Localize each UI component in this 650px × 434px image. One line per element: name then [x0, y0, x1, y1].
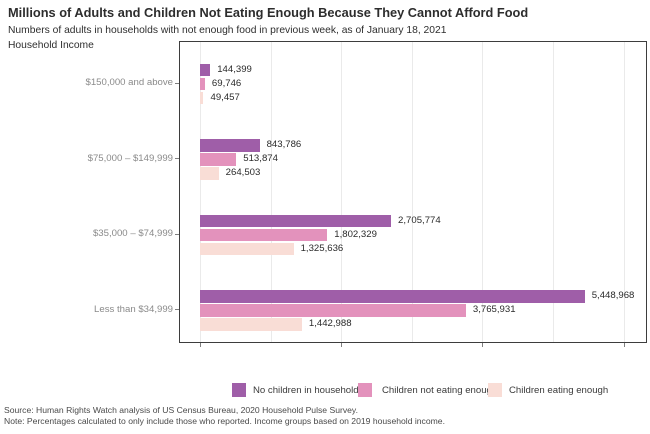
bar-children-not-eating-enough — [200, 153, 237, 166]
gridline — [482, 42, 484, 342]
bar-children-not-eating-enough — [200, 304, 466, 317]
legend-swatch-no-children — [232, 383, 246, 397]
gridline — [270, 42, 272, 342]
chart-subtitle: Numbers of adults in households with not… — [8, 25, 447, 36]
bar-value-label: 513,874 — [243, 153, 278, 165]
y-axis-title: Household Income — [8, 40, 94, 51]
bar-no-children-in-household — [200, 63, 211, 77]
y-axis-tick — [175, 158, 179, 160]
bar-children-eating-enough — [200, 167, 219, 180]
category-label: $150,000 and above — [85, 77, 174, 89]
y-axis-tick — [175, 233, 179, 235]
x-axis-tick — [623, 343, 625, 347]
bar-value-label: 1,325,636 — [300, 242, 344, 254]
methodology-note: Note: Percentages calculated to only inc… — [4, 416, 445, 426]
bar-value-label: 2,705,774 — [398, 214, 441, 226]
gridline — [341, 42, 343, 342]
bar-no-children-in-household — [200, 290, 585, 303]
gridline — [623, 42, 625, 342]
bar-no-children-in-household — [200, 214, 392, 228]
chart-title: Millions of Adults and Children Not Eati… — [8, 5, 529, 20]
bar-value-label: 3,765,931 — [472, 304, 516, 316]
y-axis-tick — [175, 82, 179, 84]
bar-children-eating-enough — [200, 242, 294, 256]
legend-label-children-eating: Children eating enough — [509, 385, 609, 396]
bar-value-label: 5,448,968 — [591, 290, 635, 302]
bar-value-label: 264,503 — [225, 167, 261, 179]
gridline — [200, 42, 201, 342]
x-axis-tick — [200, 343, 201, 347]
bar-children-eating-enough — [200, 318, 302, 331]
bar-value-label: 1,442,988 — [308, 318, 352, 330]
y-axis-tick — [175, 309, 179, 311]
category-label: $75,000 – $149,999 — [87, 152, 173, 164]
gridline — [553, 42, 554, 342]
legend-label-children-not-eating: Children not eating enough — [382, 385, 498, 396]
bar-value-label: 49,457 — [210, 91, 240, 103]
category-label: Less than $34,999 — [94, 303, 173, 315]
plot-area: 144,399 69,746 49,457 843,786 513,874 264,503… — [179, 41, 647, 347]
bar-no-children-in-household — [200, 139, 260, 152]
bar-children-not-eating-enough — [200, 77, 205, 91]
source-note: Source: Human Rights Watch analysis of U… — [4, 405, 358, 415]
legend-label-no-children: No children in household — [253, 385, 359, 396]
bar-value-label: 843,786 — [266, 139, 302, 151]
bar-value-label: 1,802,329 — [334, 228, 377, 240]
bar-children-eating-enough — [200, 91, 204, 105]
x-axis-tick — [341, 343, 343, 347]
legend-swatch-children-eating — [488, 383, 502, 397]
bar-value-label: 69,746 — [211, 77, 242, 89]
category-label: $35,000 – $74,999 — [92, 228, 173, 240]
bar-children-not-eating-enough — [200, 228, 328, 242]
gridline — [411, 42, 413, 342]
x-axis-tick — [482, 343, 484, 347]
legend-swatch-children-not-eating — [358, 383, 372, 397]
bar-value-label: 144,399 — [217, 63, 252, 75]
